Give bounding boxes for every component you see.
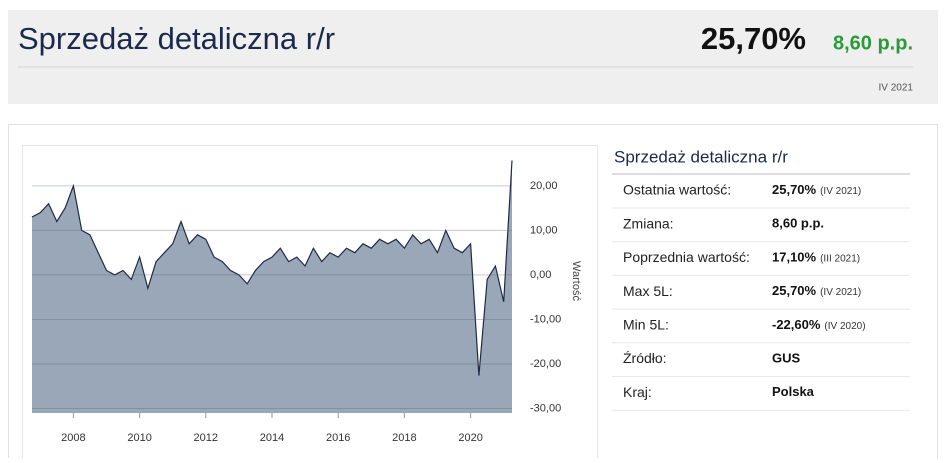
row-label: Kraj: <box>623 384 652 400</box>
row-value: 25,70% (IV 2021) <box>772 284 861 299</box>
line <box>31 160 513 376</box>
row-period: (IV 2021) <box>820 186 861 197</box>
row-label: Ostatnia wartość: <box>623 182 731 198</box>
row-value-text: Polska <box>772 385 815 400</box>
info-table: Ostatnia wartość: 25,70% (IV 2021)Zmiana: 8… <box>612 182 910 411</box>
row-label: Źródło: <box>623 350 667 366</box>
area <box>32 160 512 413</box>
row-label: Max 5L: <box>623 283 673 299</box>
row-label: Zmiana: <box>623 215 674 231</box>
row-value: 25,70% (IV 2021) <box>772 182 861 197</box>
row-value-text: -22,60% <box>772 317 821 332</box>
row-value-text: 17,10% <box>772 250 817 265</box>
row-period: (IV 2020) <box>824 320 865 331</box>
row-value: -22,60% (IV 2020) <box>772 317 866 332</box>
y-tick-label: -30,00 <box>530 402 561 414</box>
row-value: Polska <box>772 385 815 400</box>
y-axis-label: Wartość <box>570 261 582 301</box>
header-box <box>8 10 938 104</box>
row-value-text: 25,70% <box>772 284 817 299</box>
x-tick-label: 2014 <box>260 432 284 444</box>
x-tick-label: 2016 <box>326 432 350 444</box>
y-tick-label: -20,00 <box>530 358 561 370</box>
row-value: 8,60 p.p. <box>772 216 824 231</box>
row-value-text: 25,70% <box>772 182 817 197</box>
plot: -30,00 -20,00 -10,00 0,00 10,00 20,00 2008 2010… <box>31 160 561 444</box>
header-title: Sprzedaż detaliczna r/r <box>18 21 335 56</box>
row-value-text: 8,60 p.p. <box>772 216 824 231</box>
y-tick-label: -10,00 <box>530 313 561 325</box>
x-tick-label: 2012 <box>194 432 218 444</box>
x-tick-label: 2008 <box>61 432 85 444</box>
header-change: 8,60 p.p. <box>833 32 913 54</box>
header-period: IV 2021 <box>879 83 914 94</box>
y-tick-label: 10,00 <box>530 224 558 236</box>
row-value-text: GUS <box>772 351 801 366</box>
row-value: 17,10% (III 2021) <box>772 250 860 265</box>
x-tick-label: 2010 <box>127 432 151 444</box>
header-value: 25,70% <box>701 21 806 56</box>
row-period: (III 2021) <box>820 253 860 264</box>
x-tick-label: 2018 <box>392 432 416 444</box>
y-tick-label: 20,00 <box>530 180 558 192</box>
info-title: Sprzedaż detaliczna r/r <box>614 147 788 166</box>
row-label: Min 5L: <box>623 317 669 333</box>
row-label: Poprzednia wartość: <box>623 249 750 265</box>
row-value: GUS <box>772 351 801 366</box>
y-tick-label: 0,00 <box>530 269 551 281</box>
row-period: (IV 2021) <box>820 287 861 298</box>
x-tick-label: 2020 <box>458 432 482 444</box>
